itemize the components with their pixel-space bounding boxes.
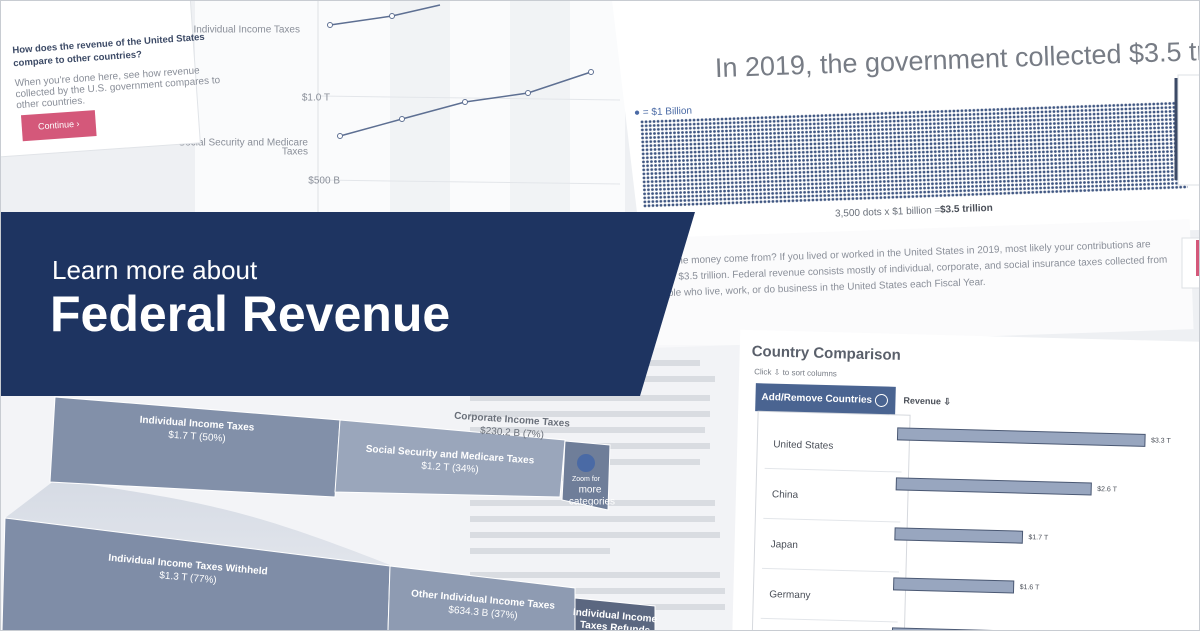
country-name: Japan: [771, 539, 799, 551]
kicker: Learn more about: [52, 255, 258, 285]
equation: 3,500 dots x $1 billion =: [835, 205, 941, 220]
revenue-bar: [894, 527, 1024, 544]
dot-grid: [640, 100, 1188, 208]
button-label: Continue ›: [38, 119, 80, 132]
cc-hint: Click ⇩ to sort columns: [754, 367, 837, 378]
revenue-label: $3.3 T: [1151, 437, 1172, 445]
row-divider: [762, 567, 899, 573]
country-name: United States: [773, 439, 833, 452]
revenue-label: $1.7 T: [1028, 534, 1049, 542]
cc-title: Country Comparison: [751, 343, 901, 364]
revenue-label: $2.6 T: [1097, 486, 1118, 494]
button-label: Add/Remove Countries: [761, 392, 872, 406]
series-label: Taxes: [282, 147, 308, 158]
node-amount: $1.2 T (34%): [421, 461, 479, 476]
revenue-panel: In 2019, the government collected $3.5 t…: [612, 0, 1200, 348]
node-amount: $230.2 B (7%): [480, 425, 545, 440]
add-remove-button[interactable]: [755, 383, 896, 415]
sankey: Individual Income Taxes $1.7 T (50%) Soc…: [0, 385, 658, 631]
zoom-icon[interactable]: [577, 454, 595, 472]
country-comparison: Country Comparison Click ⇩ to sort colum…: [731, 329, 1200, 631]
country-name: China: [772, 489, 799, 501]
revenue-bar: [896, 427, 1146, 447]
left-card: How does the revenue of the United State…: [0, 0, 221, 159]
tick-label: $1.0 T: [302, 93, 330, 104]
node-name: Taxes Refunds: [579, 620, 651, 631]
continue-button[interactable]: [20, 110, 97, 142]
row-divider: [764, 467, 902, 473]
title-banner: Learn more about Federal Revenue: [0, 212, 695, 396]
zoom-label: categories: [569, 497, 615, 508]
tick-label: $500 B: [308, 176, 340, 187]
dot-legend: ● = $1 Billion: [634, 106, 692, 119]
banner-title: Federal Revenue: [50, 286, 450, 342]
zoom-label: Zoom for: [572, 476, 601, 483]
row-divider: [763, 517, 901, 523]
country-name: Germany: [769, 589, 810, 601]
revenue-label: $1.6 T: [1020, 584, 1041, 592]
node-amount: $1.7 T (50%): [168, 430, 226, 445]
node-amount: $1.3 T (77%): [159, 570, 217, 586]
line-chart: Individual Income Taxes Social Security …: [178, 0, 625, 212]
revenue-bar: [892, 577, 1015, 594]
column-header: Revenue ⇩: [903, 395, 951, 406]
body: other countries.: [16, 95, 86, 111]
row-divider: [760, 617, 898, 623]
series-label: Social Security and Medicare: [178, 138, 308, 149]
revenue-bar: [891, 627, 998, 631]
revenue-bar: [895, 477, 1092, 496]
equation-total: $3.5 trillion: [940, 203, 993, 216]
series-label: Individual Income Taxes: [193, 25, 300, 36]
zoom-label: more: [579, 485, 602, 496]
